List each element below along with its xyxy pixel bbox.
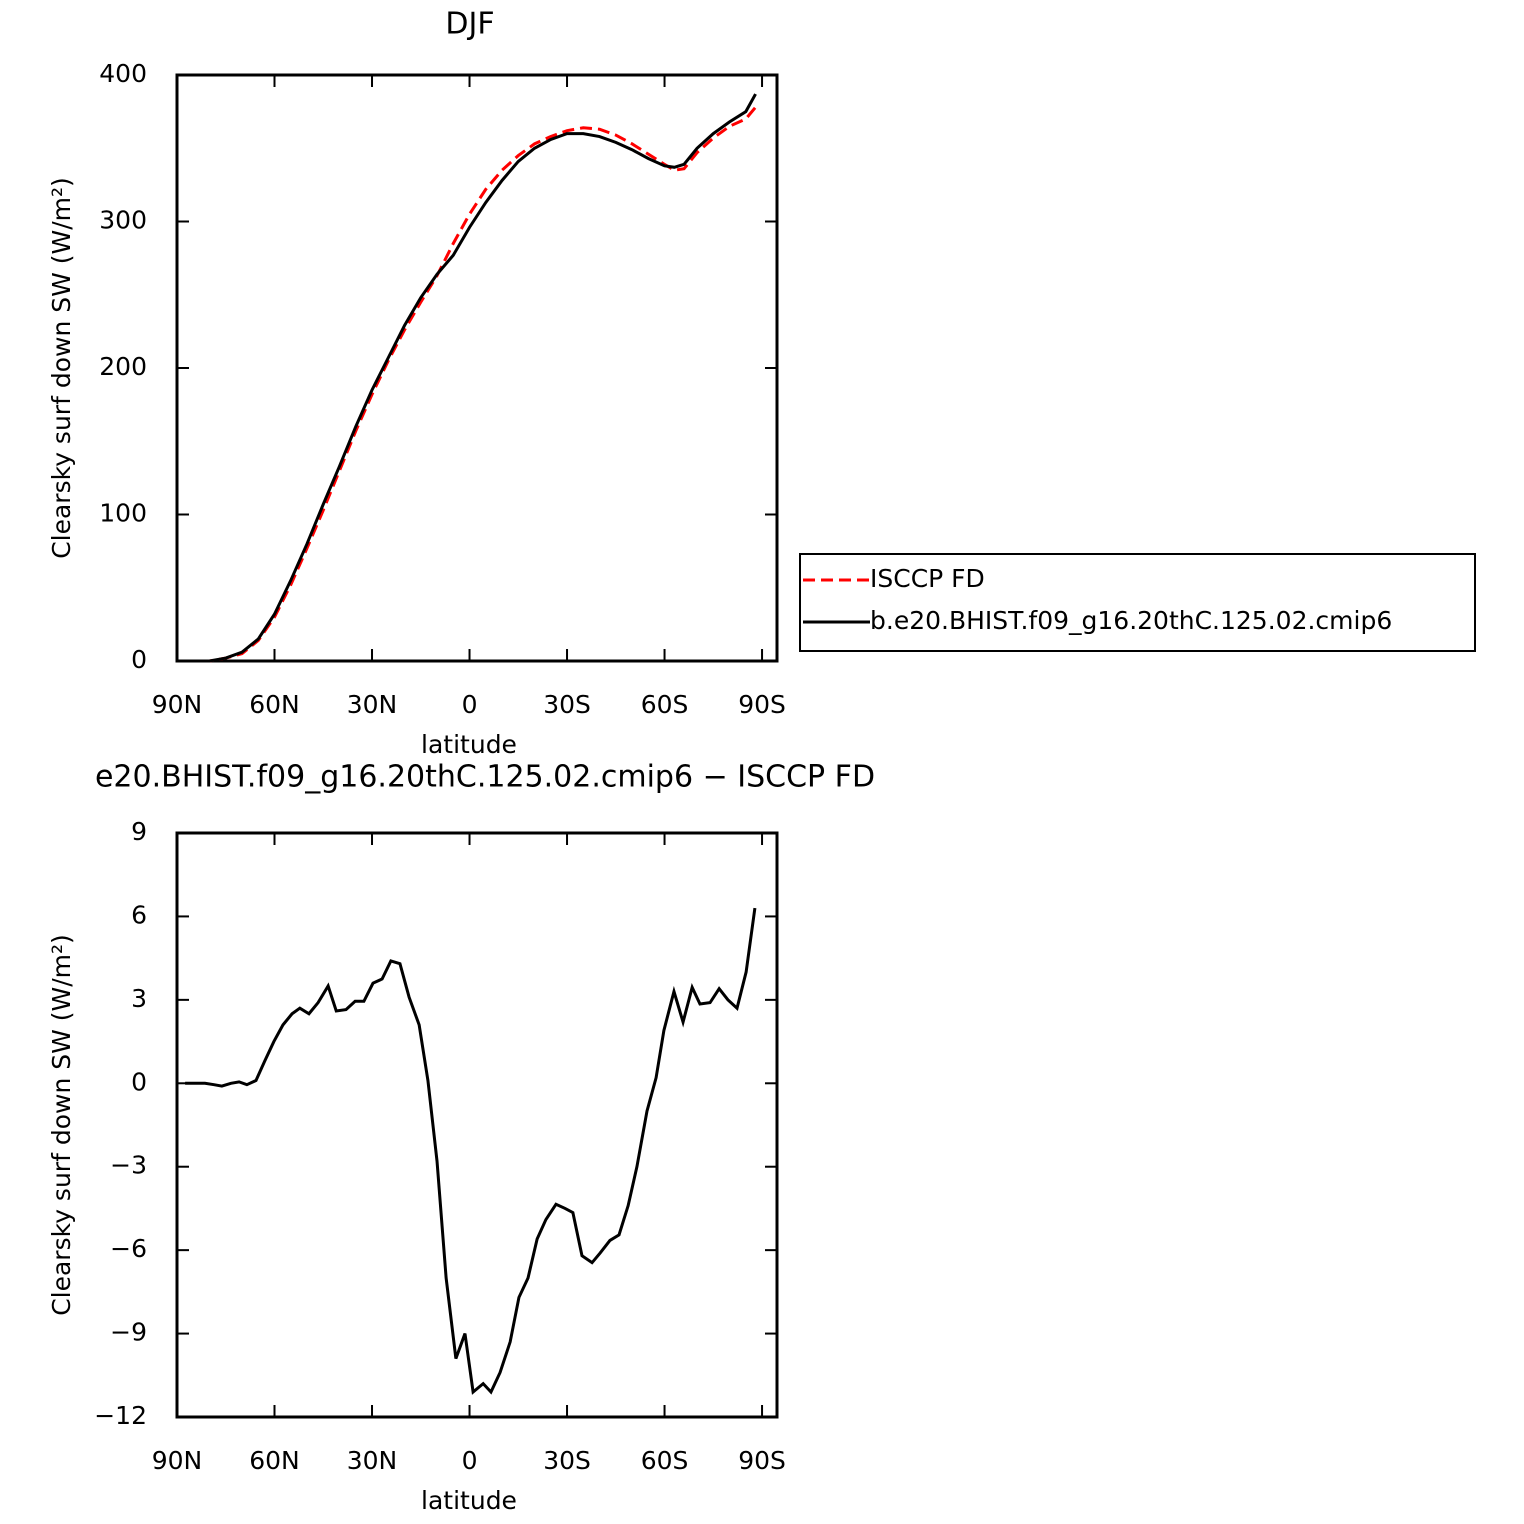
x-axis-label: latitude [421, 730, 517, 759]
y-tick-label: 400 [99, 59, 147, 88]
y-tick-label: 6 [131, 900, 147, 929]
y-tick-label: −3 [110, 1151, 147, 1180]
y-tick-label: 9 [131, 817, 147, 846]
x-tick-label: 0 [462, 690, 478, 719]
x-tick-label: 30S [543, 690, 591, 719]
plot-frame [175, 831, 779, 1419]
x-tick-label: 60S [641, 690, 689, 719]
x-tick-label: 60N [249, 690, 300, 719]
y-tick-label: 200 [99, 352, 147, 381]
y-tick-label: −9 [110, 1318, 147, 1347]
chart-title: DJF [445, 7, 494, 42]
data-line [183, 93, 757, 663]
data-line [185, 907, 757, 1395]
x-tick-label: 30N [347, 690, 398, 719]
x-tick-label: 30S [543, 1446, 591, 1475]
y-tick-label: 100 [99, 499, 147, 528]
x-axis-label: latitude [421, 1486, 517, 1515]
x-tick-label: 60S [641, 1446, 689, 1475]
x-tick-label: 90S [738, 690, 786, 719]
y-tick-label: 300 [99, 206, 147, 235]
x-tick-label: 90S [738, 1446, 786, 1475]
y-tick-label: 0 [131, 645, 147, 674]
y-axis-label: Clearsky surf down SW (W/m²) [47, 934, 76, 1316]
y-tick-label: −12 [94, 1401, 147, 1430]
chart-title: e20.BHIST.f09_g16.20thC.125.02.cmip6 − I… [95, 760, 875, 795]
y-tick-label: −6 [110, 1234, 147, 1263]
legend-label: b.e20.BHIST.f09_g16.20thC.125.02.cmip6 [870, 606, 1392, 635]
x-tick-label: 0 [462, 1446, 478, 1475]
x-tick-label: 90N [152, 690, 203, 719]
y-tick-label: 3 [131, 984, 147, 1013]
x-tick-label: 60N [249, 1446, 300, 1475]
y-axis-label: Clearsky surf down SW (W/m²) [47, 177, 76, 559]
legend-label: ISCCP FD [870, 564, 985, 593]
y-tick-label: 0 [131, 1067, 147, 1096]
legend: ISCCP FD b.e20.BHIST.f09_g16.20thC.125.02… [799, 553, 1476, 652]
legend-box [799, 553, 1476, 652]
x-tick-label: 30N [347, 1446, 398, 1475]
x-tick-label: 90N [152, 1446, 203, 1475]
data-line [183, 106, 757, 663]
